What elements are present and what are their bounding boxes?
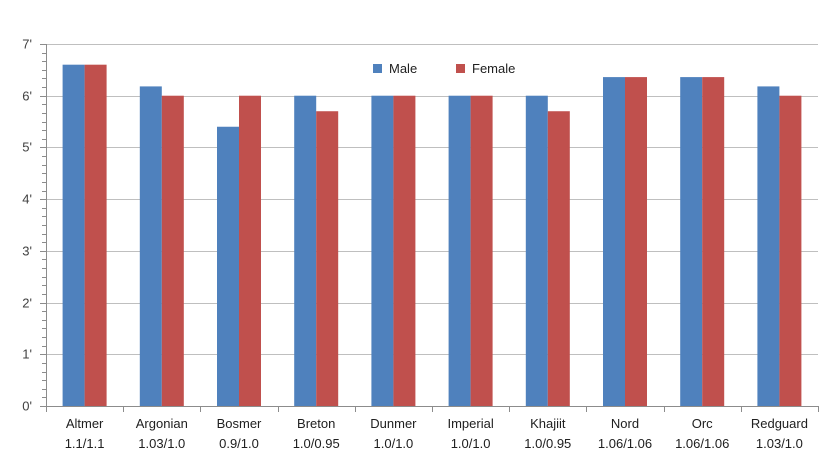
bar-male-dunmer (371, 95, 394, 406)
x-category-label: Breton (297, 416, 335, 431)
bar-male-altmer (62, 64, 85, 406)
bar-female-breton (316, 111, 339, 406)
bar-female-nord (625, 77, 647, 407)
x-category-ratio-label: 1.06/1.06 (598, 436, 652, 451)
y-tick-label: 7' (22, 37, 32, 52)
bars (62, 64, 802, 407)
bar-female-orc (702, 77, 725, 407)
x-category-ratio-label: 1.0/1.0 (374, 436, 414, 451)
bar-male-bosmer (217, 126, 239, 406)
x-category-ratio-label: 1.0/0.95 (293, 436, 340, 451)
bar-female-imperial (470, 95, 493, 406)
x-category-ratio-label: 1.1/1.1 (65, 436, 105, 451)
y-tick-label: 2' (22, 296, 32, 311)
legend-swatch-female (456, 64, 465, 73)
y-tick-label: 0' (22, 399, 32, 414)
legend-swatch-male (373, 64, 382, 73)
x-category-label: Bosmer (217, 416, 262, 431)
bar-female-dunmer (393, 95, 416, 406)
legend-label-male: Male (389, 61, 417, 76)
x-category-label: Redguard (751, 416, 808, 431)
bar-male-argonian (139, 86, 162, 407)
bar-female-bosmer (239, 95, 261, 406)
x-category-label: Orc (692, 416, 713, 431)
bar-male-orc (680, 77, 703, 407)
category-labels: Altmer 1.1/1.1 Argonian 1.03/1.0 Bosmer 0.9/1… (65, 416, 808, 451)
bar-male-nord (603, 77, 625, 407)
bar-female-khajiit (547, 111, 570, 406)
y-tick-label: 6' (22, 89, 32, 104)
x-category-ratio-label: 1.03/1.0 (756, 436, 803, 451)
bar-female-altmer (84, 64, 107, 406)
y-tick-label: 5' (22, 140, 32, 155)
y-tick-label: 4' (22, 192, 32, 207)
bar-male-khajiit (525, 95, 548, 406)
x-category-ratio-label: 1.0/1.0 (451, 436, 491, 451)
x-category-ratio-label: 1.03/1.0 (138, 436, 185, 451)
bar-male-redguard (757, 86, 780, 407)
bar-male-imperial (448, 95, 471, 406)
legend-label-female: Female (472, 61, 515, 76)
x-category-label: Altmer (66, 416, 104, 431)
x-category-label: Khajiit (530, 416, 566, 431)
x-category-ratio-label: 1.0/0.95 (524, 436, 571, 451)
x-category-label: Nord (611, 416, 639, 431)
x-category-ratio-label: 1.06/1.06 (675, 436, 729, 451)
legend: Male Female (373, 61, 515, 76)
bar-female-redguard (779, 95, 802, 406)
x-category-label: Imperial (447, 416, 493, 431)
x-category-ratio-label: 0.9/1.0 (219, 436, 259, 451)
x-category-label: Argonian (136, 416, 188, 431)
y-tick-label: 3' (22, 244, 32, 259)
y-tick-label: 1' (22, 347, 32, 362)
axes: 0' 1' 2' 3' 4' 5' 6' 7' (22, 37, 819, 414)
bar-female-argonian (161, 95, 184, 406)
bar-male-breton (294, 95, 317, 406)
x-category-label: Dunmer (370, 416, 417, 431)
